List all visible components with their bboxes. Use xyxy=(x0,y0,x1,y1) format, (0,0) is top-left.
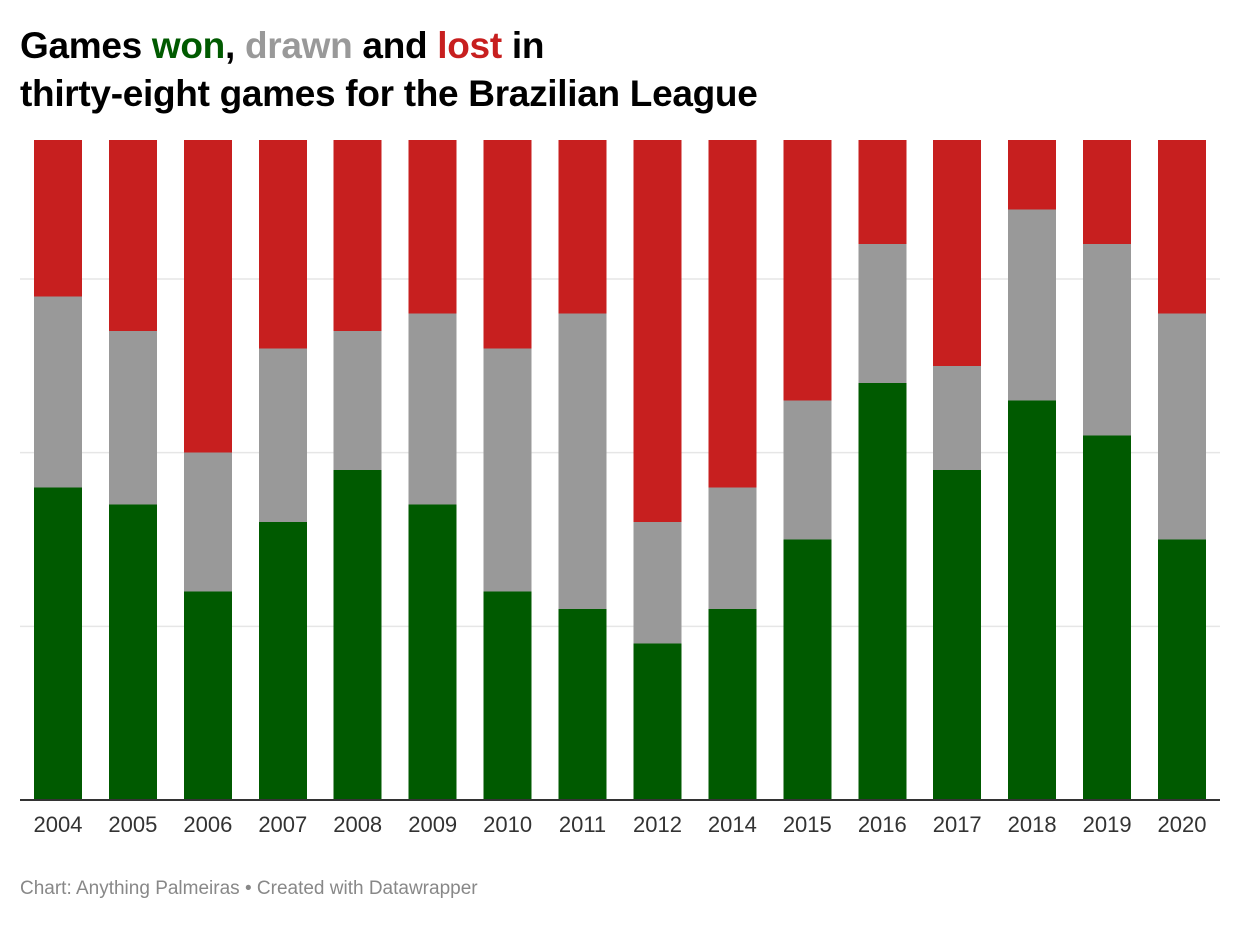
bar-stack-2014 xyxy=(708,140,757,800)
footer-separator: • xyxy=(239,878,257,899)
bar-drawn-2010 xyxy=(483,348,532,592)
bar-lost-2010 xyxy=(483,140,532,349)
bar-drawn-2014 xyxy=(708,487,757,609)
x-tick-label: 2007 xyxy=(258,812,307,837)
bar-won-2010 xyxy=(483,591,532,800)
bar-stack-2019 xyxy=(1083,140,1132,800)
bar-stack-2005 xyxy=(108,140,157,800)
x-tick-label: 2004 xyxy=(34,812,83,837)
bar-drawn-2009 xyxy=(408,313,457,505)
bar-drawn-2015 xyxy=(783,400,832,540)
bar-won-2012 xyxy=(633,643,682,800)
bar-stack-2017 xyxy=(933,140,982,800)
x-tick-label: 2019 xyxy=(1083,812,1132,837)
bar-lost-2007 xyxy=(258,140,307,349)
x-tick-label: 2015 xyxy=(783,812,832,837)
bar-lost-2020 xyxy=(1158,140,1206,314)
bar-won-2019 xyxy=(1083,435,1132,800)
bar-lost-2009 xyxy=(408,140,457,314)
bar-stack-2009 xyxy=(408,140,457,800)
bar-drawn-2012 xyxy=(633,522,682,644)
bars xyxy=(34,140,1206,800)
bar-stack-2010 xyxy=(483,140,532,800)
bar-lost-2019 xyxy=(1083,140,1132,245)
bar-drawn-2011 xyxy=(558,313,607,609)
title-text: in xyxy=(501,25,545,66)
bar-drawn-2016 xyxy=(858,244,907,384)
x-tick-label: 2011 xyxy=(559,812,606,837)
bar-stack-2012 xyxy=(633,140,682,800)
bar-drawn-2006 xyxy=(183,452,232,592)
bar-lost-2005 xyxy=(108,140,157,332)
bar-lost-2017 xyxy=(933,140,982,366)
bar-stack-2018 xyxy=(1008,140,1057,800)
x-tick-label: 2009 xyxy=(408,812,457,837)
bar-won-2020 xyxy=(1158,539,1206,800)
bar-lost-2018 xyxy=(1008,140,1057,210)
datawrapper-credit: Created with Datawrapper xyxy=(256,878,478,899)
bar-won-2011 xyxy=(558,608,607,800)
bar-lost-2014 xyxy=(708,140,757,488)
x-tick-label: 2008 xyxy=(333,812,382,837)
bar-drawn-2020 xyxy=(1158,313,1206,540)
x-tick-label: 2018 xyxy=(1008,812,1057,837)
bar-won-2017 xyxy=(933,470,982,800)
x-tick-label: 2020 xyxy=(1158,812,1207,837)
bar-stack-2020 xyxy=(1158,140,1206,800)
title-sep: and xyxy=(352,25,438,66)
x-tick-label: 2010 xyxy=(483,812,532,837)
bar-lost-2006 xyxy=(183,140,232,453)
bar-lost-2015 xyxy=(783,140,832,401)
title-text: Games xyxy=(20,25,152,66)
bar-lost-2008 xyxy=(333,140,382,332)
bar-drawn-2004 xyxy=(34,296,82,488)
bar-won-2008 xyxy=(333,470,382,800)
bar-stack-2008 xyxy=(333,140,382,800)
bar-won-2007 xyxy=(258,522,307,800)
bar-stack-2011 xyxy=(558,140,607,800)
source-credit: Chart: Anything Palmeiras xyxy=(20,878,240,899)
bar-won-2018 xyxy=(1008,400,1057,800)
x-tick-label: 2012 xyxy=(633,812,682,837)
bar-drawn-2017 xyxy=(933,365,982,470)
chart-title: Games won, drawn and lost in thirty-eight… xyxy=(20,22,1220,118)
bar-won-2015 xyxy=(783,539,832,800)
x-tick-label: 2017 xyxy=(933,812,982,837)
bar-stack-2007 xyxy=(258,140,307,800)
x-tick-label: 2014 xyxy=(708,812,757,837)
bar-won-2004 xyxy=(34,487,82,800)
chart-footer: Chart: Anything Palmeiras • Created with… xyxy=(20,878,478,900)
title-lost: lost xyxy=(437,25,502,66)
title-sep: , xyxy=(225,25,245,66)
title-drawn: drawn xyxy=(244,25,353,66)
bar-stack-2006 xyxy=(183,140,232,800)
x-axis-tick-labels: 2004 2005 2006 2007 2008 2009 2010 2011 2012 2014… xyxy=(34,812,1207,837)
bar-drawn-2008 xyxy=(333,331,382,470)
bar-won-2005 xyxy=(108,504,157,800)
bar-won-2014 xyxy=(708,608,757,800)
bar-stack-2004 xyxy=(34,140,82,800)
bar-drawn-2007 xyxy=(258,348,307,523)
x-tick-label: 2016 xyxy=(858,812,907,837)
bar-drawn-2005 xyxy=(108,331,157,505)
bar-won-2006 xyxy=(183,591,232,800)
bar-lost-2012 xyxy=(633,140,682,523)
bar-won-2016 xyxy=(858,383,907,800)
stacked-bar-chart: 2004 2005 2006 2007 2008 2009 2010 2011 2012 2014… xyxy=(20,140,1220,837)
bar-lost-2004 xyxy=(34,140,82,297)
x-tick-label: 2006 xyxy=(183,812,232,837)
title-line-2: thirty-eight games for the Brazilian Lea… xyxy=(20,73,758,114)
bar-lost-2011 xyxy=(558,140,607,314)
bar-lost-2016 xyxy=(858,140,907,245)
bar-drawn-2018 xyxy=(1008,209,1057,401)
bar-stack-2016 xyxy=(858,140,907,800)
bar-won-2009 xyxy=(408,504,457,800)
x-tick-label: 2005 xyxy=(108,812,157,837)
title-won: won xyxy=(151,25,225,66)
bar-stack-2015 xyxy=(783,140,832,800)
bar-drawn-2019 xyxy=(1083,244,1132,436)
